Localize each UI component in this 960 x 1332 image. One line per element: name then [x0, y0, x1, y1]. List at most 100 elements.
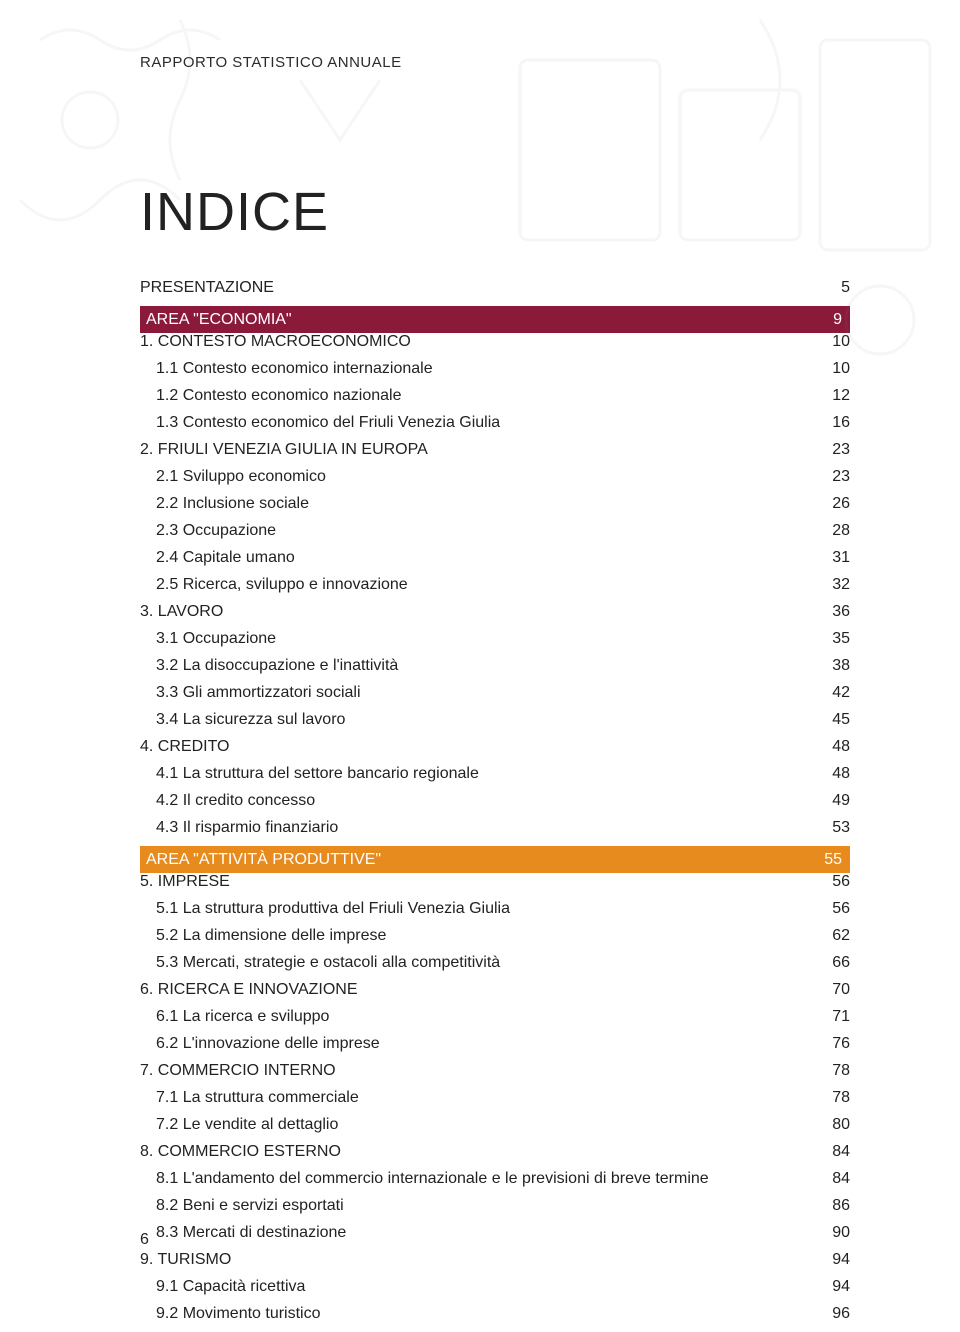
toc-row-label: 3.2 La disoccupazione e l'inattività: [140, 657, 822, 675]
toc-row-page: 38: [822, 657, 850, 675]
toc-row: 5.1 La struttura produttiva del Friuli V…: [140, 900, 850, 927]
toc-row: 8.3 Mercati di destinazione90: [140, 1224, 850, 1251]
toc-row-label: 1.3 Contesto economico del Friuli Venezi…: [140, 414, 822, 432]
toc-row-page: 86: [822, 1197, 850, 1215]
toc-row: 2.3 Occupazione28: [140, 522, 850, 549]
toc-row: 2.2 Inclusione sociale26: [140, 495, 850, 522]
toc-row: 7.1 La struttura commerciale78: [140, 1089, 850, 1116]
toc-row-page: 84: [822, 1143, 850, 1161]
toc-row-label: 7. COMMERCIO INTERNO: [140, 1062, 822, 1080]
toc-row-label: 2. FRIULI VENEZIA GIULIA IN EUROPA: [140, 441, 822, 459]
toc-area-row: AREA "ATTIVITÀ PRODUTTIVE"55: [140, 846, 850, 873]
toc-row: 3.1 Occupazione35: [140, 630, 850, 657]
toc-area-row: AREA "ECONOMIA"9: [140, 306, 850, 333]
toc-row: 5.2 La dimensione delle imprese62: [140, 927, 850, 954]
toc-row: 6.2 L'innovazione delle imprese76: [140, 1035, 850, 1062]
toc-row-label: 4.1 La struttura del settore bancario re…: [140, 765, 822, 783]
toc-row: 1.3 Contesto economico del Friuli Venezi…: [140, 414, 850, 441]
toc-row-page: 42: [822, 684, 850, 702]
toc-row-page: 56: [822, 873, 850, 891]
toc-row-page: 10: [822, 360, 850, 378]
toc-area-page: 9: [814, 311, 842, 329]
toc-row-label: 1. CONTESTO MACROECONOMICO: [140, 333, 822, 351]
toc-row: 2.5 Ricerca, sviluppo e innovazione32: [140, 576, 850, 603]
toc-row-label: 8.3 Mercati di destinazione: [140, 1224, 822, 1242]
toc-row-page: 48: [822, 765, 850, 783]
toc-row-label: 6.2 L'innovazione delle imprese: [140, 1035, 822, 1053]
toc-row: 8.1 L'andamento del commercio internazio…: [140, 1170, 850, 1197]
toc-row-page: 36: [822, 603, 850, 621]
toc-row-page: 12: [822, 387, 850, 405]
toc-row-page: 45: [822, 711, 850, 729]
toc-row-page: 16: [822, 414, 850, 432]
toc-row: 2.1 Sviluppo economico23: [140, 468, 850, 495]
toc-row-page: 62: [822, 927, 850, 945]
toc-row-page: 10: [822, 333, 850, 351]
toc-row: 9.2 Movimento turistico96: [140, 1305, 850, 1332]
toc-row-page: 70: [822, 981, 850, 999]
toc-row: 8.2 Beni e servizi esportati86: [140, 1197, 850, 1224]
toc-row-page: 28: [822, 522, 850, 540]
toc-row: 6. RICERCA E INNOVAZIONE70: [140, 981, 850, 1008]
toc-row: 9. TURISMO94: [140, 1251, 850, 1278]
toc-row-label: 4.3 Il risparmio finanziario: [140, 819, 822, 837]
toc-row-page: 5: [822, 279, 850, 297]
toc-row-page: 32: [822, 576, 850, 594]
toc-row-label: 5. IMPRESE: [140, 873, 822, 891]
toc-row-page: 94: [822, 1251, 850, 1269]
toc-row-label: 2.4 Capitale umano: [140, 549, 822, 567]
page-number-footer: 6: [140, 1231, 149, 1249]
toc-row-page: 80: [822, 1116, 850, 1134]
toc-row-page: 26: [822, 495, 850, 513]
toc-row-page: 96: [822, 1305, 850, 1323]
toc-row-label: 3.4 La sicurezza sul lavoro: [140, 711, 822, 729]
toc-row-label: 3. LAVORO: [140, 603, 822, 621]
document-page: RAPPORTO STATISTICO ANNUALE INDICE PRESE…: [0, 0, 960, 1289]
toc-row: 9.1 Capacità ricettiva94: [140, 1278, 850, 1305]
toc-row-label: 3.3 Gli ammortizzatori sociali: [140, 684, 822, 702]
toc-row-label: 4. CREDITO: [140, 738, 822, 756]
toc-row-page: 94: [822, 1278, 850, 1296]
toc-row: 5. IMPRESE56: [140, 873, 850, 900]
toc-row-label: 5.3 Mercati, strategie e ostacoli alla c…: [140, 954, 822, 972]
toc-row: 7.2 Le vendite al dettaglio80: [140, 1116, 850, 1143]
toc-row-label: 9.2 Movimento turistico: [140, 1305, 822, 1323]
page-title: INDICE: [140, 181, 850, 243]
toc-row: 3.4 La sicurezza sul lavoro45: [140, 711, 850, 738]
toc-row-label: 8.1 L'andamento del commercio internazio…: [140, 1170, 822, 1188]
toc-row-page: 35: [822, 630, 850, 648]
toc-row-label: 8. COMMERCIO ESTERNO: [140, 1143, 822, 1161]
toc-row: 6.1 La ricerca e sviluppo71: [140, 1008, 850, 1035]
toc-row-page: 71: [822, 1008, 850, 1026]
toc-row-label: PRESENTAZIONE: [140, 279, 822, 297]
toc-row: 3.2 La disoccupazione e l'inattività38: [140, 657, 850, 684]
toc-row: 4. CREDITO48: [140, 738, 850, 765]
toc-row-label: 3.1 Occupazione: [140, 630, 822, 648]
toc-row: 1. CONTESTO MACROECONOMICO10: [140, 333, 850, 360]
toc-row: PRESENTAZIONE5: [140, 279, 850, 306]
toc-row-page: 23: [822, 468, 850, 486]
toc-row-label: 9. TURISMO: [140, 1251, 822, 1269]
toc-row-page: 84: [822, 1170, 850, 1188]
toc-row: 2.4 Capitale umano31: [140, 549, 850, 576]
toc-row-label: 1.1 Contesto economico internazionale: [140, 360, 822, 378]
toc-row-page: 49: [822, 792, 850, 810]
toc-row-label: 2.5 Ricerca, sviluppo e innovazione: [140, 576, 822, 594]
toc-row: 7. COMMERCIO INTERNO78: [140, 1062, 850, 1089]
toc-row-label: 7.2 Le vendite al dettaglio: [140, 1116, 822, 1134]
document-header-label: RAPPORTO STATISTICO ANNUALE: [140, 54, 850, 71]
toc-row: 4.1 La struttura del settore bancario re…: [140, 765, 850, 792]
toc-row-label: 2.3 Occupazione: [140, 522, 822, 540]
toc-row-label: 7.1 La struttura commerciale: [140, 1089, 822, 1107]
toc-row-label: 2.1 Sviluppo economico: [140, 468, 822, 486]
toc-row: 8. COMMERCIO ESTERNO84: [140, 1143, 850, 1170]
toc-row-label: 1.2 Contesto economico nazionale: [140, 387, 822, 405]
toc-row-label: 6. RICERCA E INNOVAZIONE: [140, 981, 822, 999]
toc-row: 4.3 Il risparmio finanziario53: [140, 819, 850, 846]
toc-row: 3. LAVORO36: [140, 603, 850, 630]
toc-area-label: AREA "ATTIVITÀ PRODUTTIVE": [146, 851, 814, 869]
toc-row-page: 78: [822, 1089, 850, 1107]
toc-row-page: 66: [822, 954, 850, 972]
toc-row-label: 6.1 La ricerca e sviluppo: [140, 1008, 822, 1026]
toc-row-page: 90: [822, 1224, 850, 1242]
